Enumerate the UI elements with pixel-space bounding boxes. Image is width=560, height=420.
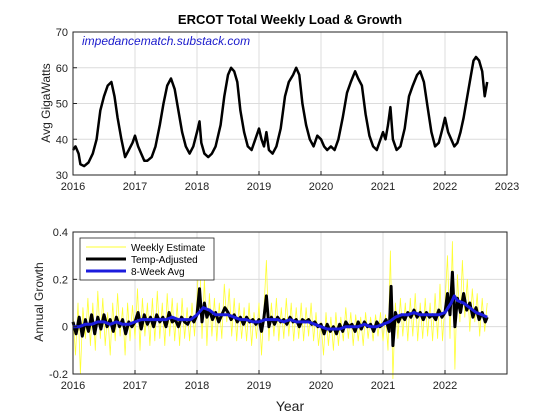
bottom-x-tick-label: 2017 <box>123 380 147 392</box>
top-y-axis-label: Avg GigaWatts <box>39 63 53 142</box>
legend-label-temp-adjusted: Temp-Adjusted <box>131 255 198 266</box>
bottom-x-axis-label: Year <box>276 398 305 414</box>
legend: Weekly Estimate Temp-Adjusted 8-Week Avg <box>79 237 215 281</box>
bottom-x-tick-label: 2016 <box>61 380 85 392</box>
legend-label-8-week-avg: 8-Week Avg <box>131 267 185 278</box>
bottom-x-tick-label: 2020 <box>309 380 333 392</box>
bottom-y-tick-label: 0.4 <box>53 227 68 239</box>
top-y-tick-label: 70 <box>56 27 68 39</box>
top-tick-labels: 2016 2017 2018 2019 2020 2021 2022 2023 30 40 50 60… <box>56 27 519 193</box>
top-series-load-line <box>71 55 489 168</box>
bottom-x-tick-label: 2021 <box>371 380 395 392</box>
top-y-tick-label: 30 <box>56 170 68 182</box>
bottom-y-axis-label: Annual Growth <box>32 262 46 341</box>
top-x-tick-label: 2022 <box>433 181 457 193</box>
top-chart-title: ERCOT Total Weekly Load & Growth <box>178 12 402 27</box>
bottom-x-tick-label: 2019 <box>247 380 271 392</box>
top-y-tick-label: 50 <box>56 99 68 111</box>
top-y-tick-label: 40 <box>56 134 68 146</box>
bottom-tick-labels: 2016 2017 2018 2019 2020 2021 2022 -0.2 0 0.2 0.4 <box>49 227 457 392</box>
top-series-layer <box>71 55 489 168</box>
top-x-tick-label: 2019 <box>247 181 271 193</box>
bottom-series-weekly-estimate-line <box>72 241 488 380</box>
top-x-tick-label: 2017 <box>123 181 147 193</box>
bottom-series-layer <box>71 241 489 380</box>
bottom-axes-frame <box>72 231 508 375</box>
top-x-tick-label: 2016 <box>61 181 85 193</box>
top-plot-area: 2016 2017 2018 2019 2020 2021 2022 2023 30 40 50 60… <box>56 27 519 193</box>
bottom-y-tick-label: 0 <box>62 322 68 334</box>
bottom-x-tick-label: 2018 <box>185 380 209 392</box>
top-x-tick-label: 2021 <box>371 181 395 193</box>
bottom-y-tick-label: -0.2 <box>49 369 68 381</box>
bottom-series-8-week-avg-line <box>73 294 488 331</box>
bottom-x-tick-label: 2022 <box>433 380 457 392</box>
top-x-tick-label: 2023 <box>495 181 519 193</box>
top-y-tick-label: 60 <box>56 63 68 75</box>
bottom-y-tick-label: 0.2 <box>53 274 68 286</box>
legend-label-weekly-estimate: Weekly Estimate <box>131 243 206 254</box>
watermark-annotation: impedancematch.substack.com <box>82 34 250 48</box>
top-x-tick-label: 2020 <box>309 181 333 193</box>
bottom-plot-area: 2016 2017 2018 2019 2020 2021 2022 -0.2 0 0.2 0.4 <box>49 227 508 392</box>
top-x-tick-label: 2018 <box>185 181 209 193</box>
